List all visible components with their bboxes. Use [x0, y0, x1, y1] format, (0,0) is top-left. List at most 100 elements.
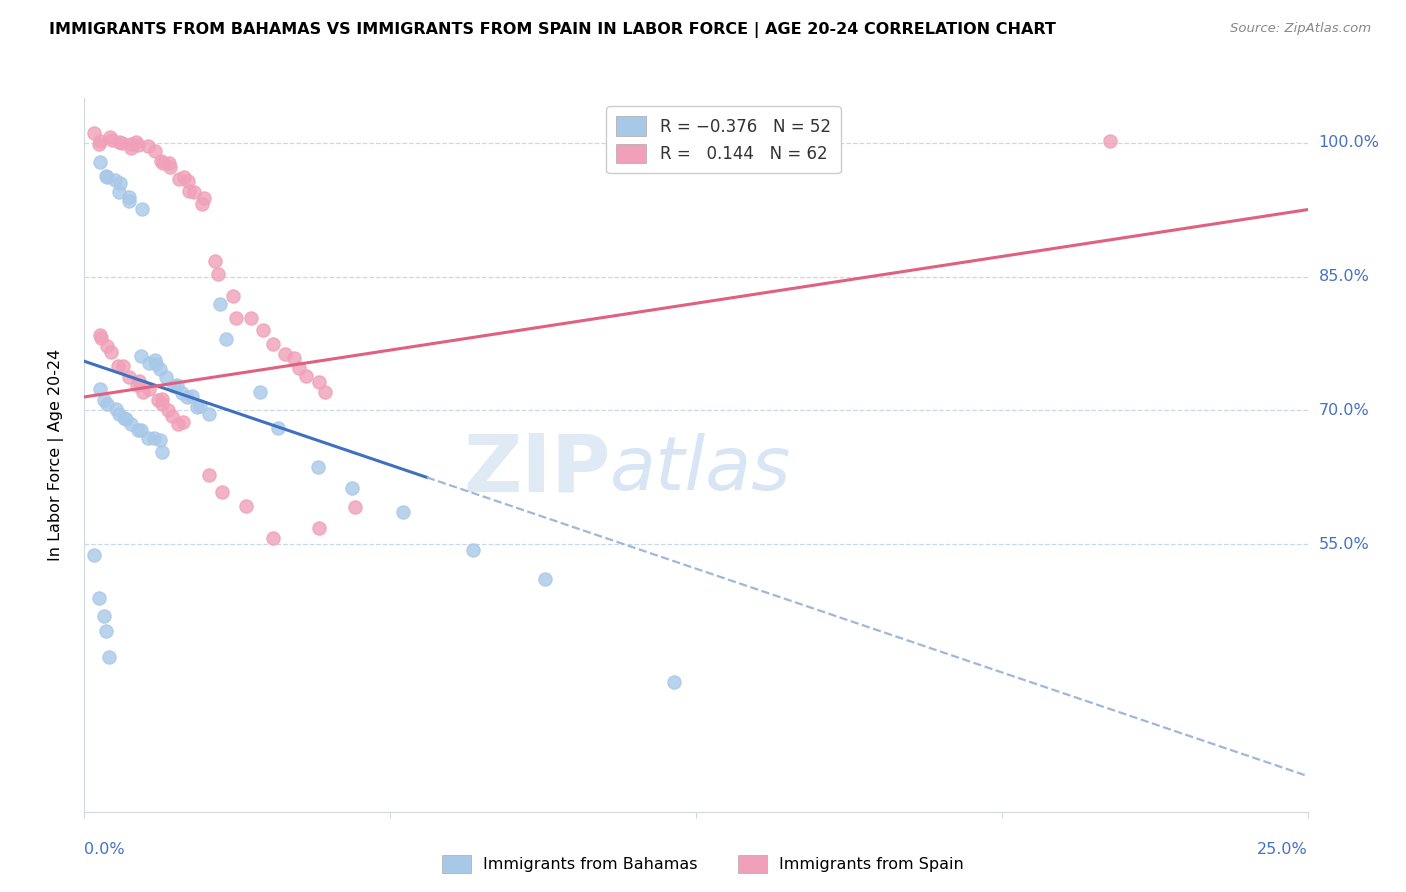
Point: [90, 331, 112, 345]
Point: [131, 202, 153, 216]
Point: [127, 137, 149, 152]
Point: [152, 155, 174, 169]
Point: [183, 185, 205, 199]
Text: 100.0%: 100.0%: [1319, 136, 1379, 150]
Text: 85.0%: 85.0%: [1319, 269, 1369, 284]
Legend: Immigrants from Bahamas, Immigrants from Spain: Immigrants from Bahamas, Immigrants from…: [436, 848, 970, 880]
Point: [150, 392, 173, 407]
Point: [89, 591, 111, 606]
Text: 0.0%: 0.0%: [84, 842, 125, 857]
Point: [222, 289, 245, 303]
Point: [204, 254, 226, 268]
Point: [198, 467, 221, 482]
Point: [160, 409, 183, 424]
Text: Source: ZipAtlas.com: Source: ZipAtlas.com: [1230, 22, 1371, 36]
Point: [125, 135, 148, 149]
Point: [120, 417, 142, 432]
Point: [145, 357, 167, 371]
Point: [150, 154, 173, 169]
Point: [89, 134, 111, 148]
Point: [150, 445, 173, 459]
Point: [138, 383, 160, 397]
Point: [143, 352, 166, 367]
Point: [177, 174, 200, 188]
Point: [307, 460, 329, 475]
Point: [262, 531, 284, 545]
Point: [143, 144, 166, 158]
Point: [211, 484, 233, 499]
Point: [188, 399, 211, 413]
Point: [132, 384, 155, 399]
Point: [96, 169, 118, 184]
Point: [340, 482, 363, 496]
Point: [111, 136, 134, 150]
Point: [170, 385, 193, 400]
Point: [107, 359, 129, 374]
Point: [127, 378, 149, 392]
Text: atlas: atlas: [610, 434, 792, 505]
Point: [262, 337, 284, 351]
Point: [94, 624, 117, 638]
Point: [308, 521, 330, 535]
Point: [252, 323, 274, 337]
Point: [163, 379, 186, 393]
Text: 70.0%: 70.0%: [1319, 403, 1369, 417]
Point: [249, 384, 271, 399]
Text: IMMIGRANTS FROM BAHAMAS VS IMMIGRANTS FROM SPAIN IN LABOR FORCE | AGE 20-24 CORR: IMMIGRANTS FROM BAHAMAS VS IMMIGRANTS FR…: [49, 22, 1056, 38]
Point: [127, 423, 149, 437]
Point: [112, 410, 135, 425]
Point: [267, 420, 290, 434]
Y-axis label: In Labor Force | Age 20-24: In Labor Force | Age 20-24: [48, 349, 63, 561]
Point: [288, 360, 311, 375]
Point: [461, 542, 484, 557]
Point: [146, 393, 169, 408]
Point: [120, 141, 142, 155]
Point: [129, 424, 152, 438]
Point: [93, 392, 115, 407]
Point: [343, 500, 366, 514]
Point: [83, 548, 105, 562]
Point: [96, 339, 118, 353]
Point: [240, 311, 263, 326]
Point: [191, 197, 214, 211]
Point: [98, 129, 121, 144]
Point: [225, 310, 247, 325]
Point: [662, 675, 685, 690]
Point: [186, 400, 208, 414]
Point: [1099, 134, 1122, 148]
Point: [100, 344, 122, 359]
Point: [167, 417, 190, 432]
Point: [138, 356, 160, 370]
Point: [314, 385, 336, 400]
Point: [108, 136, 131, 150]
Point: [207, 267, 229, 281]
Point: [534, 572, 557, 586]
Point: [108, 177, 131, 191]
Point: [193, 190, 215, 204]
Point: [89, 327, 111, 342]
Point: [149, 361, 172, 376]
Point: [155, 370, 177, 384]
Text: ZIP: ZIP: [463, 430, 610, 508]
Point: [149, 434, 172, 448]
Point: [294, 369, 316, 384]
Point: [98, 649, 121, 664]
Point: [120, 137, 142, 152]
Point: [87, 137, 110, 152]
Point: [157, 155, 180, 169]
Point: [112, 359, 135, 373]
Point: [157, 402, 180, 417]
Point: [159, 160, 181, 174]
Point: [136, 431, 159, 445]
Point: [143, 431, 166, 445]
Point: [283, 351, 305, 365]
Point: [180, 389, 202, 403]
Text: 55.0%: 55.0%: [1319, 537, 1369, 551]
Point: [118, 194, 141, 209]
Point: [101, 133, 124, 147]
Point: [129, 350, 152, 364]
Point: [104, 173, 127, 187]
Point: [209, 296, 232, 310]
Point: [308, 376, 330, 390]
Point: [107, 186, 129, 200]
